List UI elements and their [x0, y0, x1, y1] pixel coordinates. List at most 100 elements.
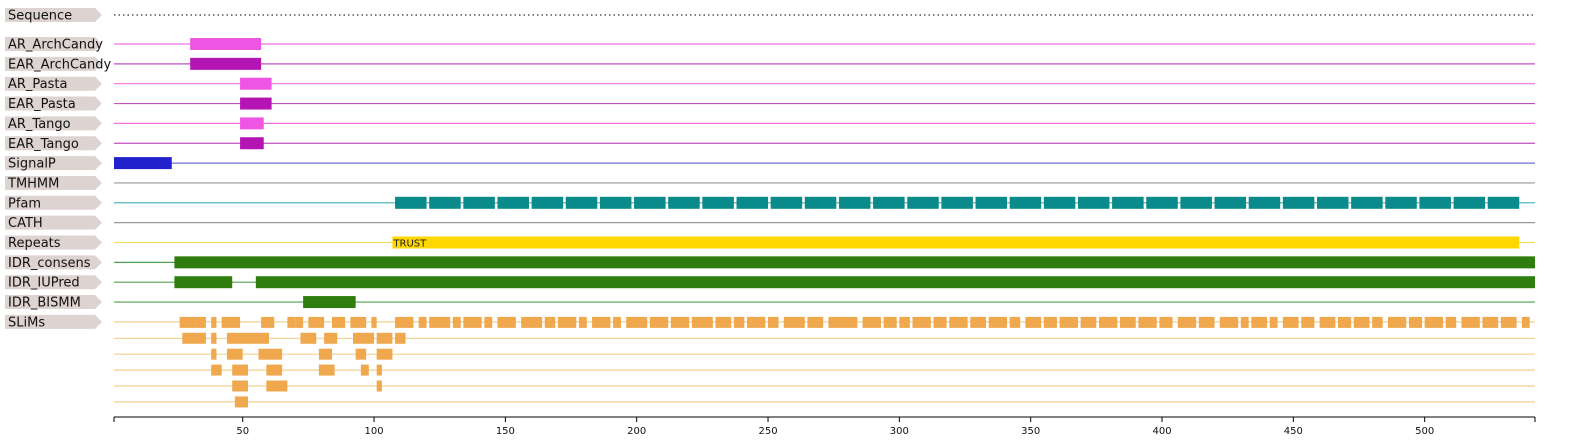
slim-feature[interactable]: [182, 332, 206, 344]
slim-feature[interactable]: [1424, 316, 1444, 328]
slim-feature[interactable]: [232, 380, 248, 392]
slim-feature[interactable]: [1240, 316, 1249, 328]
slim-feature[interactable]: [670, 316, 690, 328]
slim-feature[interactable]: [353, 332, 375, 344]
slim-feature[interactable]: [912, 316, 931, 328]
feature-pfam[interactable]: [873, 196, 905, 209]
slim-feature[interactable]: [1408, 316, 1423, 328]
slim-feature[interactable]: [988, 316, 1008, 328]
feature-pfam[interactable]: [1043, 196, 1076, 209]
feature-pfam[interactable]: [634, 196, 666, 209]
feature-signalp[interactable]: [114, 157, 172, 170]
slim-feature[interactable]: [295, 316, 304, 328]
feature-pfam[interactable]: [429, 196, 461, 209]
slim-feature[interactable]: [883, 316, 897, 328]
feature-pfam[interactable]: [1282, 196, 1315, 209]
slim-feature[interactable]: [1177, 316, 1197, 328]
feature-pfam[interactable]: [531, 196, 564, 209]
slim-feature[interactable]: [232, 364, 248, 376]
feature-pfam[interactable]: [668, 196, 700, 209]
slim-feature[interactable]: [324, 332, 338, 344]
feature-ar-tango[interactable]: [240, 117, 264, 130]
feature-pfam[interactable]: [736, 196, 769, 209]
slim-feature[interactable]: [350, 316, 367, 328]
feature-pfam[interactable]: [1351, 196, 1383, 209]
slim-feature[interactable]: [211, 348, 217, 360]
feature-pfam[interactable]: [804, 196, 837, 209]
slim-feature[interactable]: [649, 316, 669, 328]
slim-feature[interactable]: [1338, 316, 1352, 328]
slim-feature[interactable]: [355, 348, 367, 360]
slim-feature[interactable]: [258, 348, 283, 360]
feature-pfam[interactable]: [497, 196, 530, 209]
slim-feature[interactable]: [332, 316, 346, 328]
slim-feature[interactable]: [1319, 316, 1336, 328]
feature-pfam[interactable]: [463, 196, 495, 209]
feature-pfam[interactable]: [770, 196, 803, 209]
slim-feature[interactable]: [376, 380, 382, 392]
slim-feature[interactable]: [1482, 316, 1499, 328]
slim-feature[interactable]: [783, 316, 805, 328]
slim-feature[interactable]: [578, 316, 587, 328]
slim-feature[interactable]: [1269, 316, 1278, 328]
slim-feature[interactable]: [226, 332, 269, 344]
slim-feature[interactable]: [1080, 316, 1097, 328]
slim-feature[interactable]: [211, 364, 222, 376]
slim-feature[interactable]: [899, 316, 910, 328]
slim-feature[interactable]: [1159, 316, 1173, 328]
slim-feature[interactable]: [1282, 316, 1299, 328]
slim-feature[interactable]: [266, 380, 288, 392]
slim-feature[interactable]: [1138, 316, 1157, 328]
slim-feature[interactable]: [849, 316, 858, 328]
feature-ear-archcandy[interactable]: [190, 57, 262, 70]
slim-feature[interactable]: [747, 316, 766, 328]
slim-feature[interactable]: [211, 316, 217, 328]
feature-pfam[interactable]: [838, 196, 871, 209]
slim-feature[interactable]: [970, 316, 987, 328]
slim-feature[interactable]: [1445, 316, 1457, 328]
slim-feature[interactable]: [376, 332, 393, 344]
slim-feature[interactable]: [1500, 316, 1517, 328]
feature-pfam[interactable]: [599, 196, 632, 209]
feature-idr-consens[interactable]: [174, 256, 1535, 269]
slim-feature[interactable]: [179, 316, 196, 328]
slim-feature[interactable]: [1098, 316, 1118, 328]
slim-feature[interactable]: [211, 332, 217, 344]
slim-feature[interactable]: [308, 316, 325, 328]
slim-feature[interactable]: [1198, 316, 1215, 328]
slim-feature[interactable]: [1219, 316, 1239, 328]
slim-feature[interactable]: [1025, 316, 1042, 328]
slim-feature[interactable]: [318, 364, 335, 376]
slim-feature[interactable]: [360, 364, 369, 376]
feature-pfam[interactable]: [1146, 196, 1178, 209]
slim-feature[interactable]: [828, 316, 850, 328]
slim-feature[interactable]: [1119, 316, 1136, 328]
feature-ar-pasta[interactable]: [240, 77, 272, 90]
slim-feature[interactable]: [484, 316, 493, 328]
slim-feature[interactable]: [497, 316, 516, 328]
slim-feature[interactable]: [521, 316, 543, 328]
slim-feature[interactable]: [1059, 316, 1078, 328]
slim-feature[interactable]: [371, 316, 377, 328]
slim-feature[interactable]: [1353, 316, 1370, 328]
slim-feature[interactable]: [613, 316, 621, 328]
feature-pfam[interactable]: [1385, 196, 1417, 209]
slim-feature[interactable]: [463, 316, 482, 328]
slim-feature[interactable]: [626, 316, 648, 328]
feature-ear-pasta[interactable]: [240, 97, 272, 110]
feature-ear-tango[interactable]: [240, 137, 264, 150]
slim-feature[interactable]: [557, 316, 577, 328]
slim-feature[interactable]: [418, 316, 427, 328]
feature-pfam[interactable]: [1112, 196, 1144, 209]
slim-feature[interactable]: [300, 332, 317, 344]
slim-feature[interactable]: [544, 316, 556, 328]
slim-feature[interactable]: [266, 364, 283, 376]
feature-pfam[interactable]: [1180, 196, 1212, 209]
feature-pfam[interactable]: [1316, 196, 1349, 209]
feature-pfam[interactable]: [565, 196, 598, 209]
slim-feature[interactable]: [226, 348, 243, 360]
feature-repeats[interactable]: [392, 236, 1520, 249]
slim-feature[interactable]: [452, 316, 461, 328]
slim-feature[interactable]: [768, 316, 779, 328]
slim-feature[interactable]: [318, 348, 333, 360]
